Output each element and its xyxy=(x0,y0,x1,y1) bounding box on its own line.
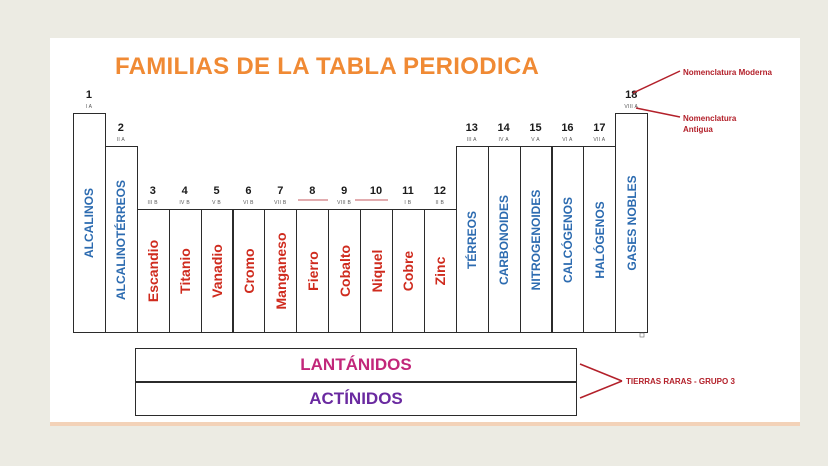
tierras-pointer-bottom xyxy=(579,380,623,399)
group-number-10: 10 xyxy=(369,185,383,197)
group-old-name-14: IV A xyxy=(498,137,509,143)
lanthanides-row: LANTÁNIDOS xyxy=(135,348,577,382)
actinides-label: ACTÍNIDOS xyxy=(309,389,403,408)
note-tierras-raras: TIERRAS RARAS - GRUPO 3 xyxy=(626,377,735,386)
group-column-7: Manganeso xyxy=(264,209,298,333)
group-old-name-13: III A xyxy=(466,137,477,143)
group-column-13: TÉRREOS xyxy=(455,146,489,333)
group-column-10: Niquel xyxy=(360,209,393,333)
note-antigua-line1: Nomenclatura xyxy=(683,114,737,123)
group-old-name-12: II B xyxy=(435,200,445,206)
group-old-name-1: I A xyxy=(85,104,93,110)
group-old-name-18: VIII A xyxy=(624,104,639,110)
group-old-name-15: V A xyxy=(531,137,540,143)
corner-mark xyxy=(639,332,645,338)
group-old-name-3: III B xyxy=(147,200,158,206)
group-old-name-7: VII B xyxy=(274,200,287,206)
antigua-pointer xyxy=(635,107,681,118)
group-old-name-4: IV B xyxy=(179,200,190,206)
group-old-name-16: VI A xyxy=(562,137,573,143)
actinides-row: ACTÍNIDOS xyxy=(135,382,577,416)
group-number-9: 9 xyxy=(341,185,348,197)
group-number-7: 7 xyxy=(277,185,284,197)
group-number-14: 14 xyxy=(497,122,510,134)
note-nomenclatura-antigua: Nomenclatura Antigua xyxy=(683,113,736,135)
group-old-name-2: II A xyxy=(116,137,126,143)
group-number-16: 16 xyxy=(561,122,574,134)
group-column-18: GASES NOBLES xyxy=(615,113,649,333)
group-number-3: 3 xyxy=(149,185,156,197)
group-column-15: NITROGENOIDES xyxy=(519,146,553,333)
group-column-17: HALÓGENOS xyxy=(583,146,617,333)
group-old-name-17: VII A xyxy=(593,137,606,143)
bottom-strip xyxy=(50,422,800,426)
group-number-6: 6 xyxy=(245,185,252,197)
group-number-12: 12 xyxy=(433,185,446,197)
group-number-2: 2 xyxy=(117,122,124,134)
group-number-5: 5 xyxy=(213,185,220,197)
group-number-13: 13 xyxy=(465,122,478,134)
group-number-1: 1 xyxy=(85,89,92,101)
group-number-15: 15 xyxy=(529,122,542,134)
group-old-name-9: VIII B xyxy=(337,200,352,206)
group-old-name-5: V B xyxy=(212,200,222,206)
lanthanides-label: LANTÁNIDOS xyxy=(300,355,412,374)
group-number-17: 17 xyxy=(593,122,606,134)
moderna-pointer xyxy=(632,70,681,94)
group-column-3: Escandio xyxy=(136,209,170,333)
group-number-4: 4 xyxy=(181,185,188,197)
note-antigua-line2: Antigua xyxy=(683,125,713,134)
page-title: FAMILIAS DE LA TABLA PERIODICA xyxy=(115,53,540,80)
note-nomenclatura-moderna: Nomenclatura Moderna xyxy=(683,68,772,77)
group-column-5: Vanadio xyxy=(200,209,234,333)
group-number-11: 11 xyxy=(402,185,414,197)
group-old-name-11: I B xyxy=(404,200,412,206)
group-old-name-6: VI B xyxy=(243,200,254,206)
group-number-8: 8 xyxy=(309,185,316,197)
tierras-pointer-top xyxy=(579,363,623,382)
